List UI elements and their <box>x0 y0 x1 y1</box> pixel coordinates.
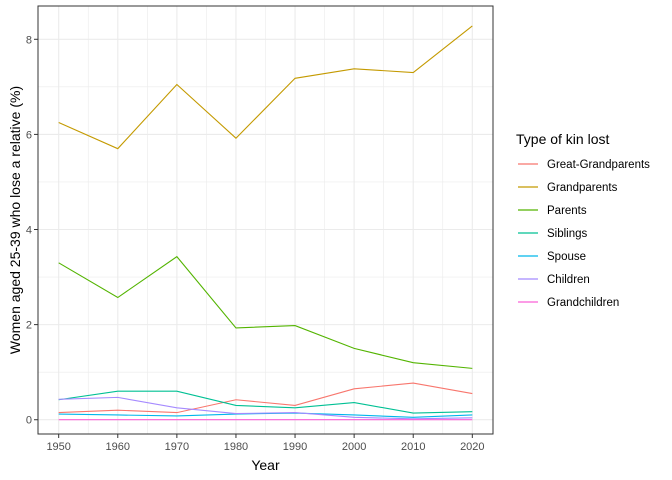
legend-label: Spouse <box>547 251 586 263</box>
series-line-children <box>58 396 473 420</box>
panel-border <box>37 5 494 435</box>
y-tick-label: 0 <box>26 415 32 427</box>
series-lines <box>58 25 473 421</box>
x-tick-label: 1960 <box>106 441 130 453</box>
y-tick-label: 8 <box>26 34 32 46</box>
series-line-parents <box>58 255 473 369</box>
x-tick-label: 1990 <box>283 441 307 453</box>
legend-title: Type of kin lost <box>516 131 609 147</box>
x-tick-label: 1950 <box>46 441 70 453</box>
x-tick-label: 2010 <box>401 441 425 453</box>
y-axis-title: Women aged 25-39 who lose a relative (%) <box>7 86 23 354</box>
legend: Type of kin lost Great-Grandparents Grand… <box>516 131 650 309</box>
legend-label: Great-Grandparents <box>547 159 650 171</box>
y-tick-label: 6 <box>26 129 32 141</box>
legend-label: Siblings <box>547 228 588 240</box>
legend-label: Children <box>547 274 590 286</box>
y-tick-label: 4 <box>26 225 32 237</box>
series-line-siblings <box>58 390 473 414</box>
legend-label: Parents <box>547 205 587 217</box>
y-tick-label: 2 <box>26 320 32 332</box>
grid <box>38 6 493 434</box>
legend-label: Grandparents <box>547 182 618 194</box>
x-tick-label: 2020 <box>460 441 484 453</box>
axes: 1950 1960 1970 1980 1990 2000 2010 2020 0 2 4 6 8 <box>26 34 485 453</box>
legend-label: Grandchildren <box>547 297 619 309</box>
x-tick-label: 1980 <box>224 441 248 453</box>
series-line-grandparents <box>58 25 473 150</box>
x-tick-label: 2000 <box>342 441 366 453</box>
x-tick-label: 1970 <box>165 441 189 453</box>
x-axis-title: Year <box>251 457 280 473</box>
series-line-great-grandparents <box>58 382 473 414</box>
